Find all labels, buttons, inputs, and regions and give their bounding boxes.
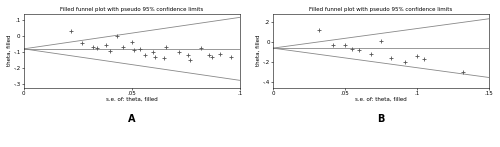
Point — [216, 52, 224, 55]
Point — [78, 42, 86, 45]
Point — [136, 47, 144, 50]
Point — [330, 44, 338, 46]
Y-axis label: theta, filled: theta, filled — [256, 35, 261, 66]
Point — [413, 55, 421, 58]
X-axis label: s.e. of: theta, filled: s.e. of: theta, filled — [355, 97, 406, 102]
Point — [459, 70, 467, 73]
Point — [355, 49, 363, 51]
Point — [315, 29, 323, 31]
Point — [366, 53, 374, 55]
Point — [152, 56, 160, 58]
Point — [67, 30, 75, 32]
Title: Filled funnel plot with pseudo 95% confidence limits: Filled funnel plot with pseudo 95% confi… — [60, 7, 204, 12]
Point — [341, 44, 349, 47]
Point — [119, 46, 127, 48]
Point — [206, 54, 214, 56]
Point — [401, 60, 409, 63]
Point — [89, 45, 97, 48]
Title: Filled funnel plot with pseudo 95% confidence limits: Filled funnel plot with pseudo 95% confi… — [309, 7, 452, 12]
Point — [348, 48, 356, 50]
X-axis label: s.e. of: theta, filled: s.e. of: theta, filled — [106, 97, 158, 102]
Point — [186, 59, 194, 61]
Point — [184, 54, 192, 56]
Point — [106, 50, 114, 53]
Y-axis label: theta, filled: theta, filled — [7, 35, 12, 66]
Point — [130, 49, 138, 51]
Point — [387, 57, 395, 59]
Point — [128, 41, 136, 44]
Point — [377, 40, 385, 42]
Point — [162, 46, 170, 48]
Text: A: A — [128, 113, 136, 123]
Point — [112, 35, 120, 37]
Point — [196, 47, 204, 49]
Point — [175, 51, 183, 53]
Point — [102, 44, 110, 46]
Text: B: B — [377, 113, 384, 123]
Point — [208, 56, 216, 58]
Point — [160, 57, 168, 60]
Point — [149, 51, 157, 53]
Point — [420, 58, 428, 61]
Point — [227, 56, 235, 58]
Point — [93, 47, 101, 49]
Point — [140, 54, 148, 56]
